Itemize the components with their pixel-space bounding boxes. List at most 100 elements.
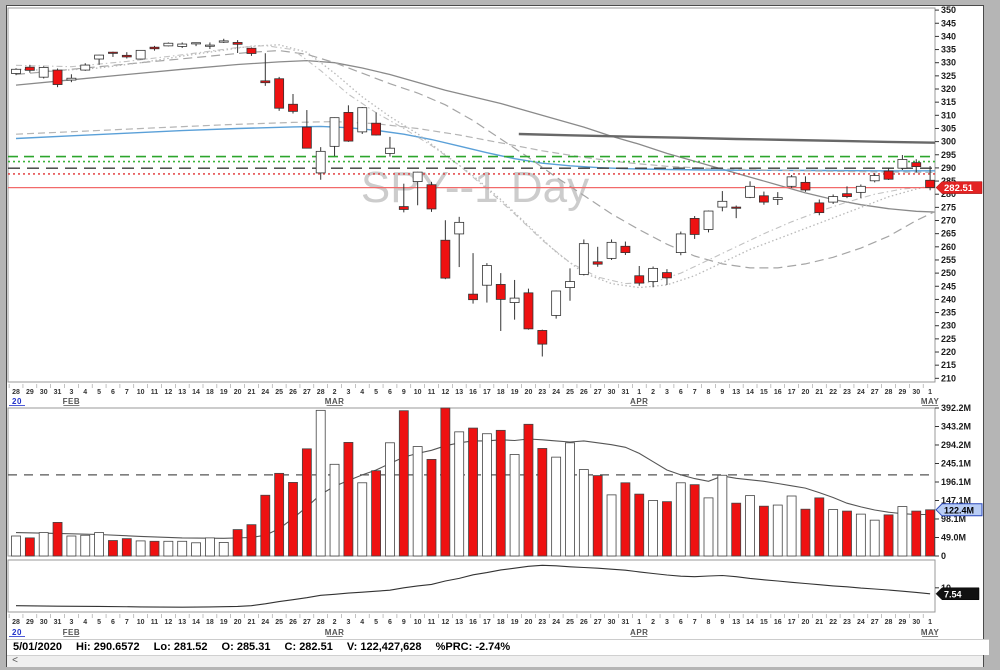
svg-text:24: 24 [261, 619, 269, 626]
volume-badge: 122.4M [935, 503, 983, 517]
svg-text:340: 340 [941, 31, 956, 41]
price-axis: 210 215 220 225 230 235 240 245 250 255 260 265 270 2… [935, 5, 956, 383]
svg-text:31: 31 [622, 619, 630, 626]
svg-text:245: 245 [941, 281, 956, 291]
scroll-left-arrow-icon[interactable]: < [12, 655, 18, 666]
horizontal-scrollbar[interactable]: < [7, 655, 983, 667]
status-percent-change: %PRC: -2.74% [435, 641, 511, 653]
svg-text:26: 26 [289, 619, 297, 626]
volume-bar [897, 506, 908, 557]
volume-bar [509, 454, 520, 557]
price-volume-chart[interactable]: SPY--1 Day210215220225230235240245250255… [7, 5, 983, 639]
volume-bar [495, 429, 506, 557]
svg-text:12: 12 [164, 389, 172, 396]
svg-text:345: 345 [941, 18, 956, 28]
svg-text:343.2M: 343.2M [941, 421, 971, 431]
svg-text:30: 30 [40, 389, 48, 396]
svg-text:5: 5 [97, 389, 101, 396]
svg-text:23: 23 [538, 389, 546, 396]
volume-bar [855, 513, 866, 557]
volume-bar [842, 510, 852, 557]
candle [842, 193, 852, 197]
svg-text:13: 13 [732, 619, 740, 626]
svg-text:285: 285 [941, 176, 956, 186]
svg-text:13: 13 [455, 389, 463, 396]
candle [731, 206, 742, 209]
svg-text:210: 210 [941, 373, 956, 383]
ma-blue [15, 125, 935, 172]
volume-bar [260, 494, 271, 557]
svg-text:APR: APR [630, 397, 648, 406]
volume-bar [675, 482, 686, 557]
svg-text:3: 3 [665, 619, 669, 626]
volume-bar [121, 538, 132, 557]
volume-bar [537, 448, 548, 557]
price-level-lines [8, 155, 935, 189]
candle [357, 107, 368, 133]
svg-text:19: 19 [220, 389, 228, 396]
svg-text:27: 27 [594, 619, 602, 626]
volume-bar [149, 540, 160, 557]
volume-bar [385, 442, 395, 557]
svg-text:9: 9 [402, 619, 406, 626]
svg-text:27: 27 [303, 389, 311, 396]
candle [52, 69, 63, 85]
svg-text:122.4M: 122.4M [944, 505, 974, 515]
candle [149, 46, 160, 50]
svg-text:26: 26 [289, 389, 297, 396]
svg-text:10: 10 [414, 619, 422, 626]
svg-text:3: 3 [69, 389, 73, 396]
indicator-line [15, 564, 931, 608]
svg-text:20: 20 [234, 619, 242, 626]
svg-text:23: 23 [843, 619, 851, 626]
svg-text:23: 23 [538, 619, 546, 626]
svg-text:19: 19 [220, 619, 228, 626]
svg-text:282.51: 282.51 [944, 183, 974, 194]
volume-bar [218, 542, 229, 557]
svg-text:18: 18 [497, 389, 505, 396]
volume-bar [343, 442, 354, 557]
svg-text:24: 24 [857, 619, 865, 626]
candle [828, 196, 839, 203]
svg-text:9: 9 [720, 619, 724, 626]
svg-text:11: 11 [428, 619, 436, 626]
volume-bar [731, 502, 742, 557]
candle [814, 202, 825, 214]
candle [246, 47, 257, 54]
candle [620, 245, 631, 253]
svg-text:12: 12 [441, 389, 449, 396]
svg-text:27: 27 [594, 389, 602, 396]
svg-text:12: 12 [164, 619, 172, 626]
volume-bar [468, 427, 478, 557]
svg-text:295: 295 [941, 150, 956, 160]
volume-bar [814, 497, 825, 557]
chart-area[interactable]: SPY--1 Day 210 215 220 225 230 235 240 245 250 255… [7, 5, 983, 639]
svg-text:9: 9 [402, 389, 406, 396]
svg-text:10: 10 [414, 389, 422, 396]
svg-text:6: 6 [388, 389, 392, 396]
volume-bar [94, 532, 104, 557]
svg-text:15: 15 [760, 389, 768, 396]
volume-bar [440, 407, 451, 557]
volume-bar [11, 535, 21, 557]
candle [925, 179, 935, 189]
svg-text:4: 4 [360, 619, 364, 626]
svg-text:26: 26 [580, 619, 588, 626]
candle [301, 126, 312, 149]
candle [398, 206, 409, 210]
svg-text:21: 21 [815, 619, 823, 626]
svg-text:8: 8 [707, 619, 711, 626]
svg-text:0: 0 [941, 551, 946, 561]
svg-text:24: 24 [552, 389, 560, 396]
svg-text:1: 1 [928, 619, 932, 626]
volume-bar [717, 474, 728, 557]
svg-text:14: 14 [192, 619, 200, 626]
svg-text:16: 16 [469, 619, 477, 626]
svg-text:17: 17 [483, 619, 491, 626]
volume-bar [204, 537, 215, 557]
svg-text:5: 5 [374, 619, 378, 626]
candle [537, 330, 548, 345]
volume-bar [191, 542, 201, 557]
volume-bar [232, 529, 243, 557]
svg-text:21: 21 [248, 619, 256, 626]
